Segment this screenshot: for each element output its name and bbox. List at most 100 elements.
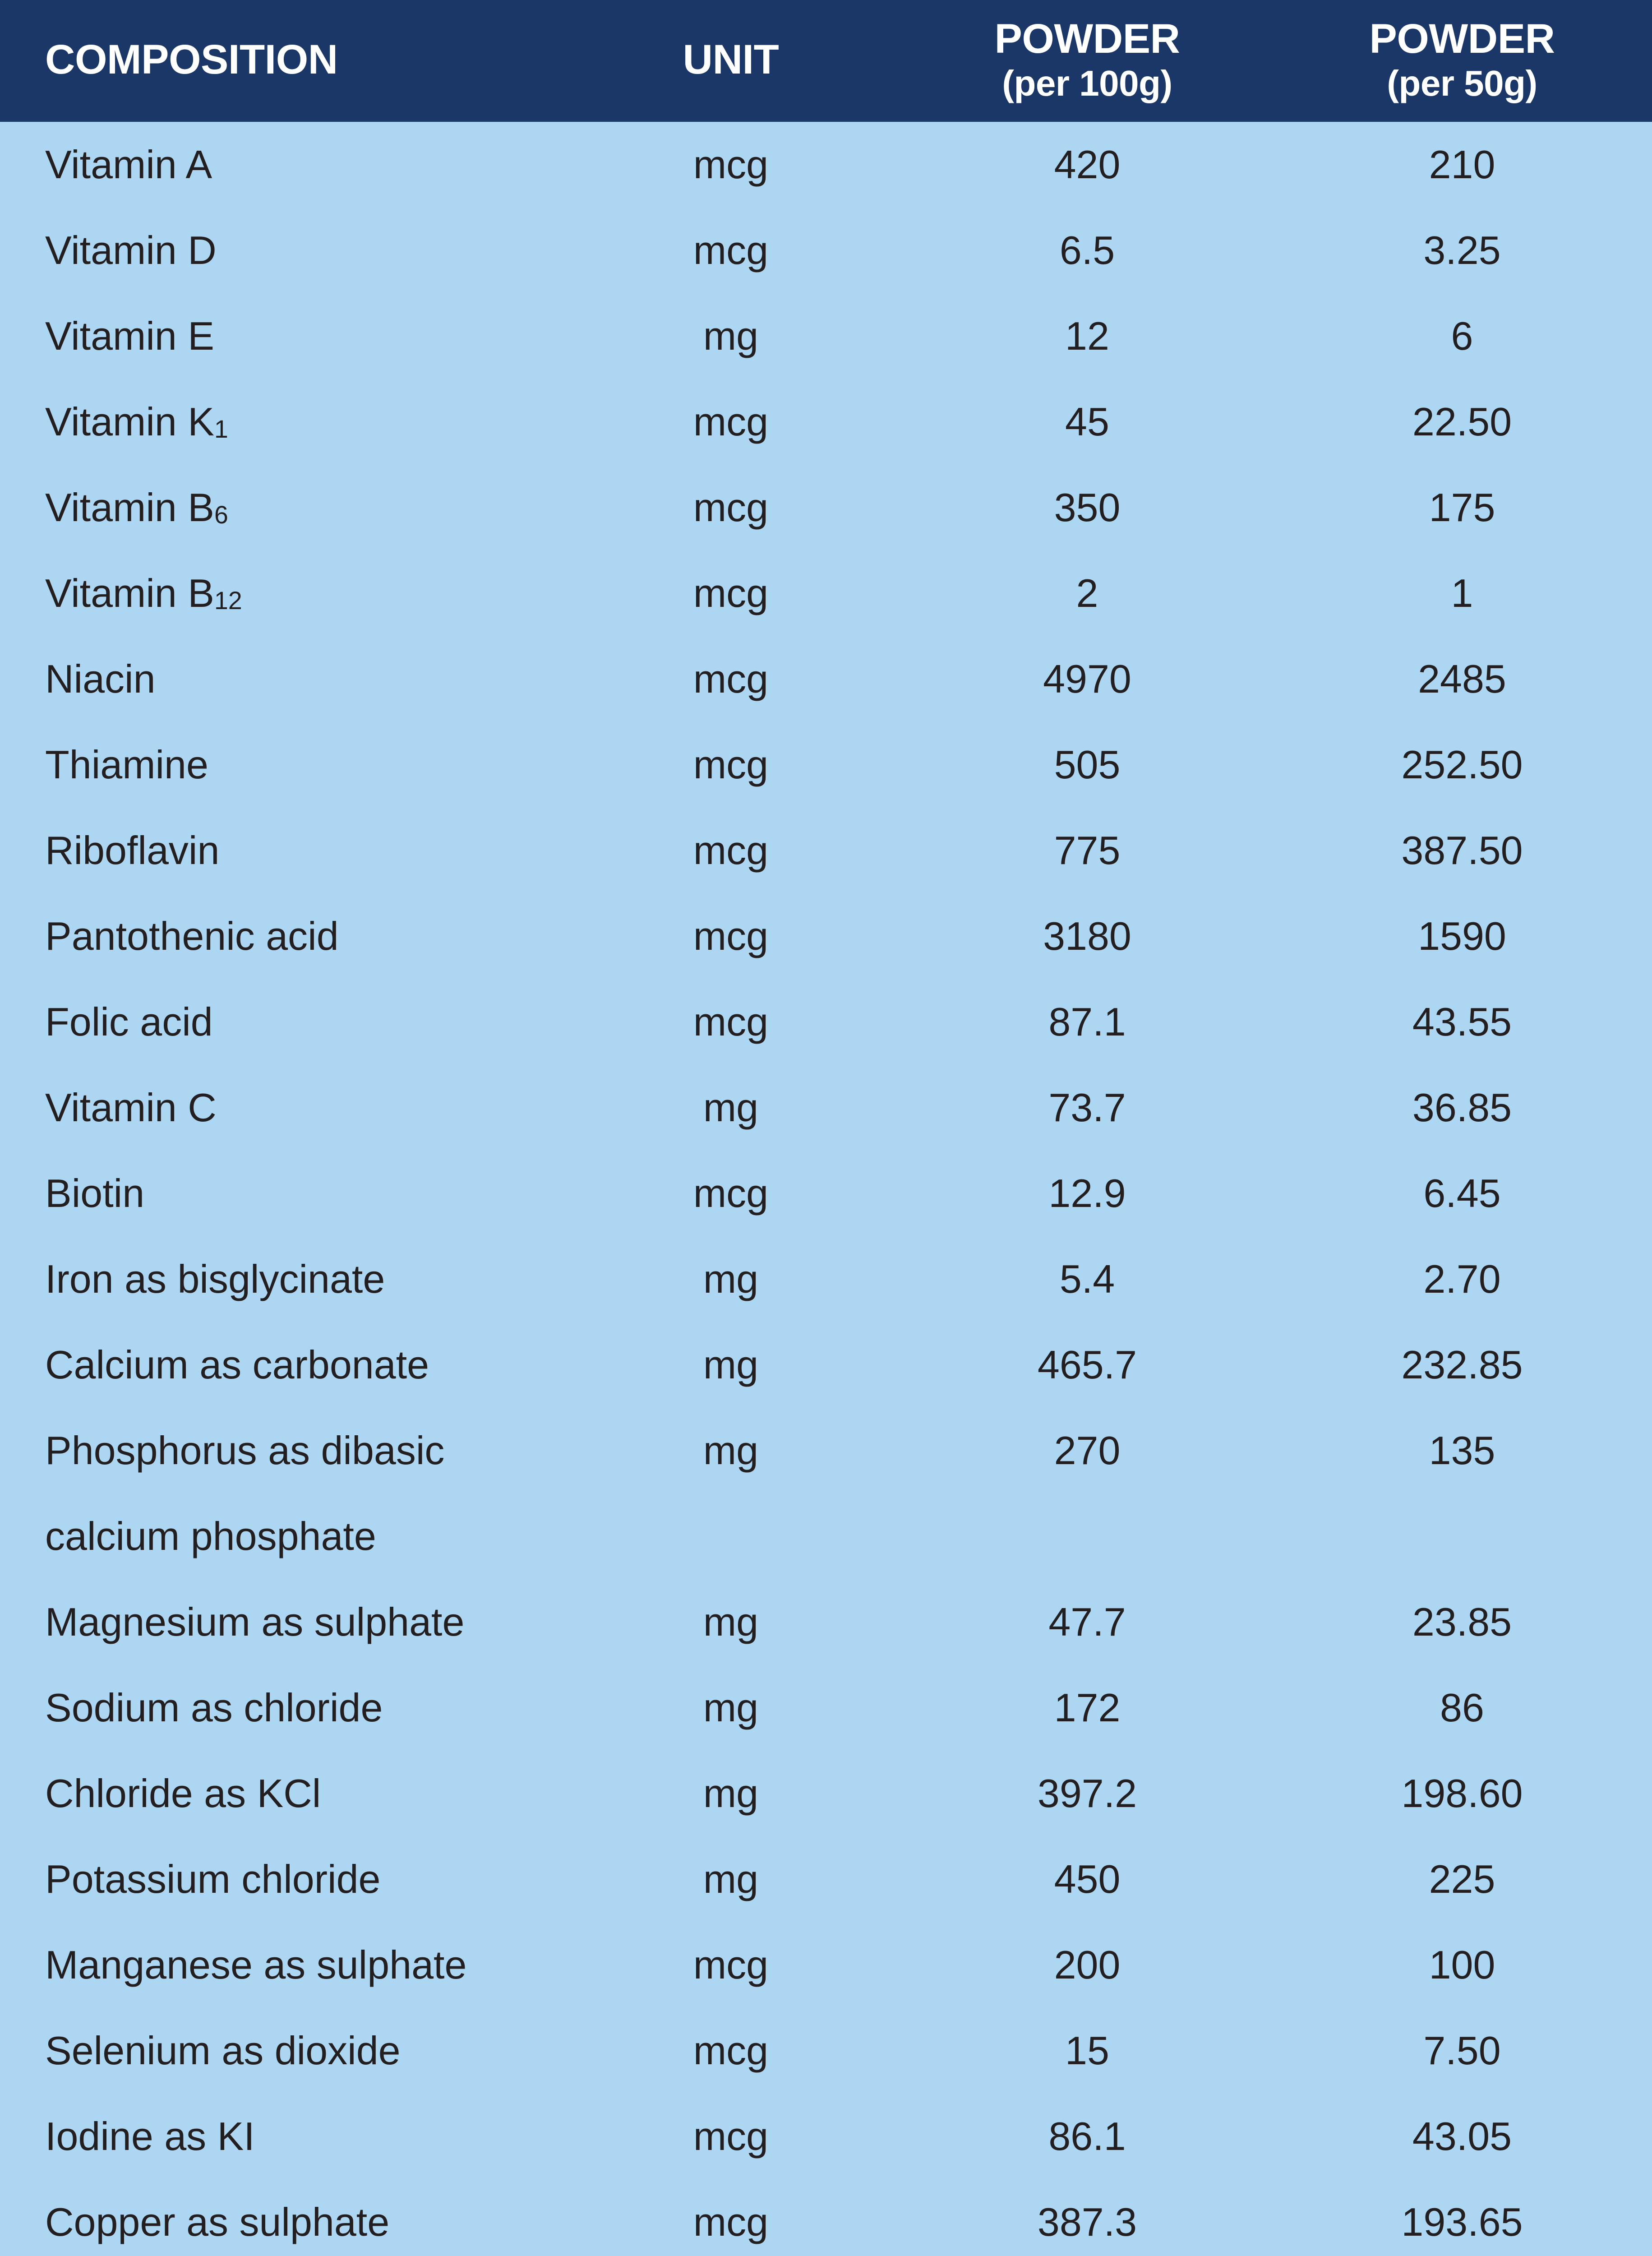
cell-powder-50g: 43.55 — [1412, 999, 1512, 1044]
cell-unit: mcg — [693, 656, 769, 701]
composition-label: Phosphorus as dibasic — [45, 1428, 445, 1473]
cell-powder-50g: 1590 — [1418, 913, 1506, 958]
cell-powder-100g: 420 — [1054, 142, 1121, 187]
cell-powder-50g: 135 — [1429, 1428, 1495, 1473]
table-row: Vitamin C mg 73.7 36.85 — [0, 1064, 1652, 1151]
cell-composition: Magnesium as sulphate — [0, 1579, 559, 1665]
cell-composition: Selenium as dioxide — [0, 2008, 559, 2094]
cell-composition: Vitamin B12 — [0, 550, 559, 636]
cell-powder-50g: 193.65 — [1401, 2199, 1523, 2244]
column-header-composition-label: COMPOSITION — [45, 37, 338, 83]
cell-powder-100g: 15 — [1065, 2028, 1109, 2073]
column-header-unit-label: UNIT — [683, 37, 779, 83]
cell-composition: Vitamin D — [0, 208, 559, 293]
table-row: Vitamin A mcg 420 210 — [0, 121, 1652, 208]
cell-powder-50g: 387.50 — [1401, 828, 1523, 873]
cell-composition: Vitamin B6 — [0, 465, 559, 550]
cell-powder-100g: 2 — [1076, 570, 1098, 615]
cell-composition: Biotin — [0, 1151, 559, 1236]
cell-powder-50g: 23.85 — [1412, 1599, 1512, 1644]
cell-composition: Calcium as carbonate — [0, 1322, 559, 1408]
cell-composition: calcium phosphate — [0, 1493, 559, 1579]
cell-composition: Potassium chloride — [0, 1836, 559, 1922]
composition-label: Potassium chloride — [45, 1856, 381, 1901]
cell-powder-50g: 36.85 — [1412, 1085, 1512, 1130]
cell-composition: Vitamin K1 — [0, 379, 559, 465]
cell-powder-50g: 6 — [1451, 313, 1473, 358]
table-row: Niacin mcg 4970 2485 — [0, 636, 1652, 722]
cell-unit: mg — [703, 1428, 759, 1473]
cell-unit: mcg — [693, 142, 769, 187]
column-header-composition: COMPOSITION — [0, 0, 559, 122]
cell-powder-50g: 175 — [1429, 485, 1495, 530]
table-row: Thiamine mcg 505 252.50 — [0, 721, 1652, 808]
cell-unit: mcg — [693, 485, 769, 530]
cell-unit: mg — [703, 1771, 759, 1816]
composition-label: Copper as sulphate — [45, 2199, 390, 2244]
table-row: Calcium as carbonate mg 465.7 232.85 — [0, 1322, 1652, 1408]
cell-unit: mcg — [693, 913, 769, 958]
cell-powder-100g: 387.3 — [1037, 2199, 1137, 2244]
cell-composition: Vitamin A — [0, 122, 559, 208]
cell-powder-50g: 6.45 — [1423, 1170, 1501, 1216]
table-row: Sodium as chloride mg 172 86 — [0, 1664, 1652, 1751]
cell-powder-50g: 2485 — [1418, 656, 1506, 701]
column-header-powder-100g: POWDER (per 100g) — [902, 0, 1272, 122]
cell-unit: mcg — [693, 999, 769, 1044]
table-row: Selenium as dioxide mcg 15 7.50 — [0, 2007, 1652, 2094]
cell-unit: mcg — [693, 828, 769, 873]
table-row: Pantothenic acid mcg 3180 1590 — [0, 893, 1652, 979]
cell-unit: mcg — [693, 2199, 769, 2244]
composition-label: Vitamin A — [45, 142, 212, 187]
composition-label: calcium phosphate — [45, 1513, 376, 1558]
cell-unit: mg — [703, 1856, 759, 1901]
cell-powder-100g: 4970 — [1043, 656, 1131, 701]
table-row: Vitamin K1 mcg 45 22.50 — [0, 379, 1652, 465]
cell-powder-100g: 86.1 — [1048, 2113, 1126, 2159]
cell-powder-100g: 505 — [1054, 742, 1121, 787]
column-header-unit: UNIT — [559, 0, 902, 122]
column-header-powder-100g-sublabel: (per 100g) — [1002, 63, 1172, 103]
cell-powder-50g: 225 — [1429, 1856, 1495, 1901]
composition-label: Vitamin C — [45, 1085, 217, 1130]
composition-label: Vitamin E — [45, 313, 214, 358]
table-row: Riboflavin mcg 775 387.50 — [0, 807, 1652, 893]
composition-label: Manganese as sulphate — [45, 1942, 467, 1987]
composition-label: Chloride as KCl — [45, 1771, 321, 1816]
composition-label: Biotin — [45, 1170, 145, 1216]
cell-powder-50g: 22.50 — [1412, 399, 1512, 444]
cell-powder-100g: 3180 — [1043, 913, 1131, 958]
composition-label: Magnesium as sulphate — [45, 1599, 465, 1644]
cell-powder-50g — [1272, 1493, 1652, 1579]
table-row: Biotin mcg 12.9 6.45 — [0, 1150, 1652, 1236]
composition-label: Vitamin D — [45, 227, 217, 273]
cell-powder-100g — [902, 1493, 1272, 1579]
cell-powder-50g: 7.50 — [1423, 2028, 1501, 2073]
cell-powder-100g: 45 — [1065, 399, 1109, 444]
table-row: Chloride as KCl mg 397.2 198.60 — [0, 1750, 1652, 1836]
composition-label: Thiamine — [45, 742, 208, 787]
composition-label: Vitamin B — [45, 485, 214, 530]
cell-powder-100g: 47.7 — [1048, 1599, 1126, 1644]
cell-unit: mcg — [693, 399, 769, 444]
column-header-powder-50g: POWDER (per 50g) — [1272, 0, 1652, 122]
cell-powder-100g: 73.7 — [1048, 1085, 1126, 1130]
cell-unit: mg — [703, 1342, 759, 1387]
cell-powder-50g: 232.85 — [1401, 1342, 1523, 1387]
composition-label: Vitamin K — [45, 399, 214, 444]
composition-subscript: 1 — [214, 415, 228, 444]
cell-composition: Iodine as KI — [0, 2094, 559, 2179]
column-header-powder-50g-sublabel: (per 50g) — [1387, 63, 1537, 103]
cell-powder-100g: 87.1 — [1048, 999, 1126, 1044]
table-header-row: COMPOSITION UNIT POWDER (per 100g) — [0, 0, 1652, 122]
table-row: Vitamin B12 mcg 2 1 — [0, 550, 1652, 636]
composition-subscript: 12 — [214, 587, 242, 615]
cell-composition: Iron as bisglycinate — [0, 1236, 559, 1322]
cell-unit: mg — [703, 1256, 759, 1301]
cell-powder-100g: 6.5 — [1059, 227, 1115, 273]
cell-unit: mg — [703, 1085, 759, 1130]
cell-composition: Niacin — [0, 636, 559, 722]
